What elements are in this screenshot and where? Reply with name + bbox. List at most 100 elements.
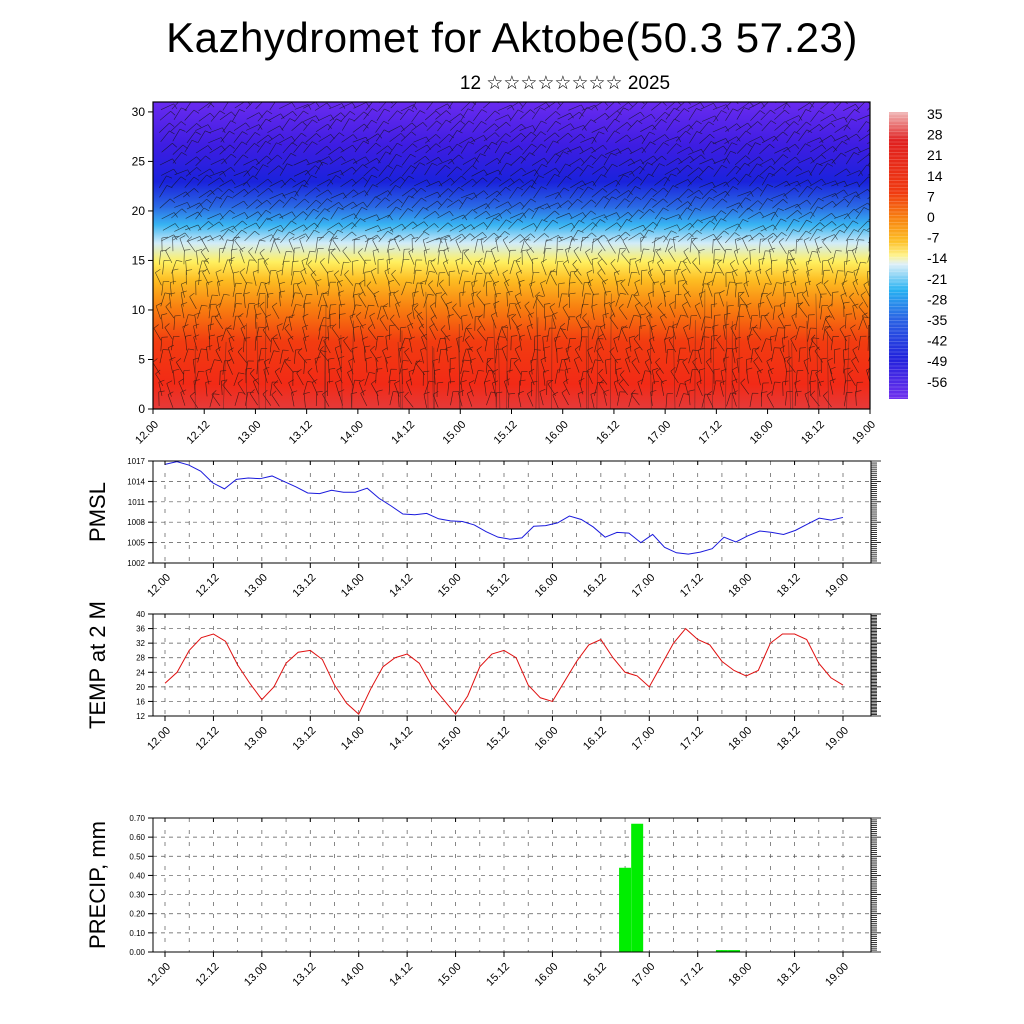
precip-x-tick-label: 14.00 (339, 961, 367, 989)
colorbar-label: -42 (927, 333, 947, 349)
temp-x-tick-label: 18.12 (775, 725, 803, 753)
pmsl-series-line (164, 461, 844, 555)
precip-y-tick-label: 0.50 (129, 852, 145, 861)
temp-x-tick-label: 15.12 (484, 725, 512, 753)
colorbar-label: -7 (927, 230, 940, 246)
pmsl-x-tick-label: 16.12 (581, 572, 609, 600)
colorbar-label: 7 (927, 188, 935, 204)
pmsl-y-tick-label: 1002 (127, 559, 145, 568)
precip-x-tick-label: 14.12 (387, 961, 415, 989)
pmsl-x-tick-label: 15.00 (436, 572, 464, 600)
colorbar-label: -35 (927, 312, 947, 328)
precip-x-tick-label: 19.00 (823, 961, 851, 989)
pmsl-panel: 1002 1005 1008 1011 1014 1017 12.00 12.12 13.00 1… (85, 457, 881, 600)
precip-x-tick-label: 13.00 (242, 961, 270, 989)
temp-x-tick-label: 14.12 (387, 725, 415, 753)
pmsl-y-tick-label: 1005 (127, 539, 145, 548)
precip-x-tick-label: 16.12 (581, 961, 609, 989)
temp-y-tick-label: 16 (136, 697, 145, 706)
precip-y-tick-label: 0.70 (129, 814, 145, 823)
temp-x-tick-label: 13.00 (242, 725, 270, 753)
temp-y-tick-label: 36 (136, 625, 145, 634)
precip-x-tick-label: 16.00 (533, 961, 561, 989)
temp-y-tick-label: 24 (136, 668, 145, 677)
pmsl-y-tick-label: 1017 (127, 457, 145, 466)
pmsl-x-tick-label: 14.00 (339, 572, 367, 600)
pmsl-y-tick-label: 1008 (127, 518, 145, 527)
xsec-y-tick-label: 30 (132, 105, 146, 119)
temp-x-tick-label: 17.00 (629, 725, 657, 753)
precip-x-tick-label: 17.12 (678, 961, 706, 989)
wind-barbs (153, 102, 870, 409)
temp-x-tick-label: 14.00 (339, 725, 367, 753)
precip-bar (631, 823, 644, 952)
page-subtitle: 12 ☆☆☆☆☆☆☆☆ 2025 (459, 73, 671, 94)
colorbar-label: 14 (927, 168, 943, 184)
temp-series-line (164, 627, 844, 716)
temp-y-tick-label: 28 (136, 654, 145, 663)
pmsl-x-tick-label: 16.00 (533, 572, 561, 600)
pmsl-x-tick-label: 17.12 (678, 572, 706, 600)
temp-x-tick-label: 12.00 (145, 725, 173, 753)
precip-bar (619, 867, 632, 952)
pmsl-x-tick-label: 18.00 (726, 572, 754, 600)
precip-y-tick-label: 0.00 (129, 948, 145, 957)
pmsl-axis-label: PMSL (85, 482, 110, 542)
xsec-x-tick-label: 17.00 (645, 419, 673, 447)
xsec-y-tick-label: 0 (138, 402, 145, 416)
precip-x-tick-label: 12.12 (194, 961, 222, 989)
colorbar-label: 0 (927, 209, 935, 225)
xsec-y-tick-label: 10 (132, 303, 146, 317)
xsec-x-tick-label: 17.12 (697, 419, 725, 447)
xsec-y-tick-label: 20 (132, 204, 146, 218)
temp-x-tick-label: 17.12 (678, 725, 706, 753)
temp-x-tick-label: 12.12 (194, 725, 222, 753)
xsec-x-tick-label: 14.00 (338, 419, 366, 447)
temp-x-tick-label: 15.00 (436, 725, 464, 753)
temp-axis-label: TEMP at 2 M (85, 601, 110, 729)
xsec-x-tick-label: 15.00 (440, 419, 468, 447)
colorbar-label: -21 (927, 271, 947, 287)
colorbar-label: -28 (927, 291, 947, 307)
pmsl-x-tick-label: 18.12 (775, 572, 803, 600)
precip-x-tick-label: 18.00 (726, 961, 754, 989)
colorbar-gradient (889, 112, 908, 399)
xsec-x-tick-label: 15.12 (492, 419, 520, 447)
pmsl-x-tick-label: 13.00 (242, 572, 270, 600)
colorbar-label: -14 (927, 250, 947, 266)
pmsl-x-tick-label: 15.12 (484, 572, 512, 600)
colorbar-label: -49 (927, 353, 947, 369)
colorbar-label: 35 (927, 106, 943, 122)
colorbar-label: 21 (927, 147, 943, 163)
precip-y-tick-label: 0.20 (129, 910, 145, 919)
pmsl-x-tick-label: 14.12 (387, 572, 415, 600)
cross-section-panel: 0 5 10 15 20 25 30 12.00 12.12 13.00 13.12 14.00 14.… (132, 101, 878, 447)
temp-y-tick-label: 40 (136, 610, 145, 619)
temp-y-tick-label: 20 (136, 683, 145, 692)
precip-y-tick-label: 0.60 (129, 833, 145, 842)
xsec-x-tick-label: 14.12 (389, 419, 417, 447)
page-title: Kazhydromet for Aktobe(50.3 57.23) (166, 14, 858, 61)
temp-y-tick-label: 12 (136, 712, 145, 721)
pmsl-y-tick-label: 1014 (127, 477, 145, 486)
temp-x-tick-label: 13.12 (290, 725, 318, 753)
precip-bar (728, 950, 741, 952)
xsec-y-tick-label: 15 (132, 253, 146, 267)
precip-x-tick-label: 15.12 (484, 961, 512, 989)
xsec-x-tick-label: 13.00 (236, 419, 264, 447)
temp-x-tick-label: 18.00 (726, 725, 754, 753)
precip-y-tick-label: 0.30 (129, 891, 145, 900)
precip-y-tick-label: 0.40 (129, 871, 145, 880)
colorbar-label: -56 (927, 374, 947, 390)
xsec-x-tick-label: 12.00 (133, 419, 161, 447)
colorbar-level-lines (889, 113, 908, 398)
xsec-x-tick-label: 16.00 (543, 419, 571, 447)
colorbar: 35 28 21 14 7 0 -7 -14 -21 -28 -35 -42 -49 -56 (889, 106, 947, 399)
colorbar-labels: 35 28 21 14 7 0 -7 -14 -21 -28 -35 -42 -49 -56 (927, 106, 947, 390)
pmsl-x-tick-label: 13.12 (290, 572, 318, 600)
pmsl-y-tick-label: 1011 (128, 498, 146, 507)
pmsl-x-tick-label: 17.00 (629, 572, 657, 600)
precip-x-tick-label: 13.12 (290, 961, 318, 989)
pmsl-x-tick-label: 19.00 (823, 572, 851, 600)
